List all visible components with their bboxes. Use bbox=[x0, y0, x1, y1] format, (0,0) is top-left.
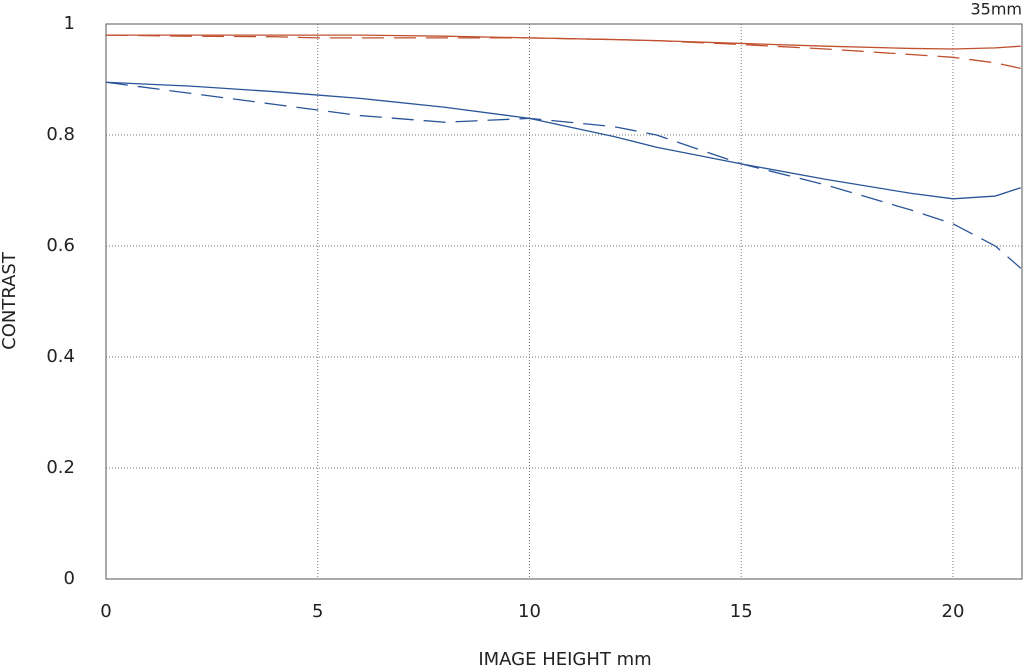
series-line bbox=[105, 81, 1022, 269]
y-tick-label: 0.8 bbox=[46, 124, 75, 145]
x-axis-title: IMAGE HEIGHT mm bbox=[478, 649, 651, 668]
chart-title: 35mm bbox=[970, 0, 1022, 19]
y-tick-label: 0.4 bbox=[46, 346, 75, 367]
y-tick-label: 0.2 bbox=[46, 457, 75, 478]
x-tick-label: 20 bbox=[942, 601, 965, 622]
x-tick-label: 10 bbox=[518, 601, 541, 622]
x-tick-label: 0 bbox=[100, 601, 111, 622]
plot-frame bbox=[105, 23, 1023, 580]
y-tick-label: 0.6 bbox=[46, 235, 75, 256]
series-line bbox=[105, 34, 1021, 70]
series-line bbox=[106, 34, 1021, 50]
x-tick-label: 5 bbox=[312, 601, 323, 622]
series-line bbox=[105, 81, 1021, 200]
y-axis-title: CONTRAST bbox=[0, 251, 20, 350]
y-tick-label: 0 bbox=[64, 568, 75, 589]
y-tick-label: 1 bbox=[64, 13, 75, 34]
x-tick-label: 15 bbox=[730, 601, 753, 622]
